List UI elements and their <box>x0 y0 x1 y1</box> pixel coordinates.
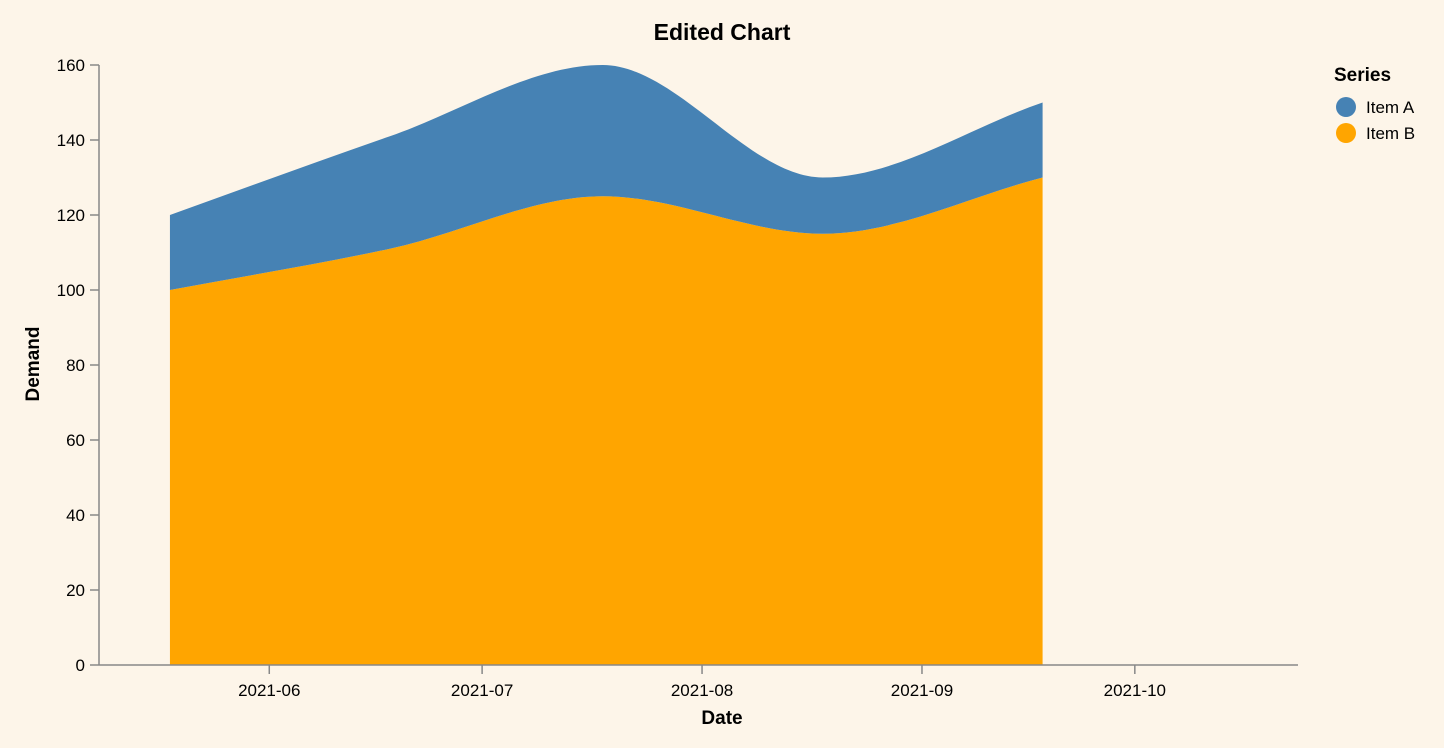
y-tick-label: 0 <box>76 656 85 675</box>
x-tick-label: 2021-10 <box>1104 681 1166 700</box>
chart-title: Edited Chart <box>654 19 791 45</box>
area-item-a <box>169 65 1043 290</box>
y-tick-label: 140 <box>57 131 85 150</box>
y-tick-label: 120 <box>57 206 85 225</box>
legend-label-item-a: Item A <box>1366 98 1415 117</box>
legend-label-item-b: Item B <box>1366 124 1415 143</box>
y-tick-label: 100 <box>57 281 85 300</box>
x-axis: 2021-06 2021-07 2021-08 2021-09 2021-10 <box>99 664 1298 700</box>
legend-swatch-item-a <box>1336 97 1356 117</box>
legend-title: Series <box>1334 65 1391 86</box>
y-tick-label: 20 <box>66 581 85 600</box>
y-tick-label: 40 <box>66 506 85 525</box>
y-tick-label: 160 <box>57 56 85 75</box>
x-axis-title: Date <box>701 708 742 729</box>
legend: Series Item A Item B <box>1334 65 1415 143</box>
y-axis: 0 20 40 60 80 100 120 140 160 <box>57 56 100 675</box>
x-tick-label: 2021-07 <box>451 681 513 700</box>
area-item-b <box>169 177 1043 665</box>
x-tick-label: 2021-08 <box>671 681 733 700</box>
x-tick-label: 2021-09 <box>891 681 953 700</box>
y-tick-label: 60 <box>66 431 85 450</box>
y-tick-label: 80 <box>66 356 85 375</box>
x-tick-label: 2021-06 <box>238 681 300 700</box>
legend-swatch-item-b <box>1336 123 1356 143</box>
areas-layer <box>169 65 1043 665</box>
y-axis-title: Demand <box>23 327 44 402</box>
